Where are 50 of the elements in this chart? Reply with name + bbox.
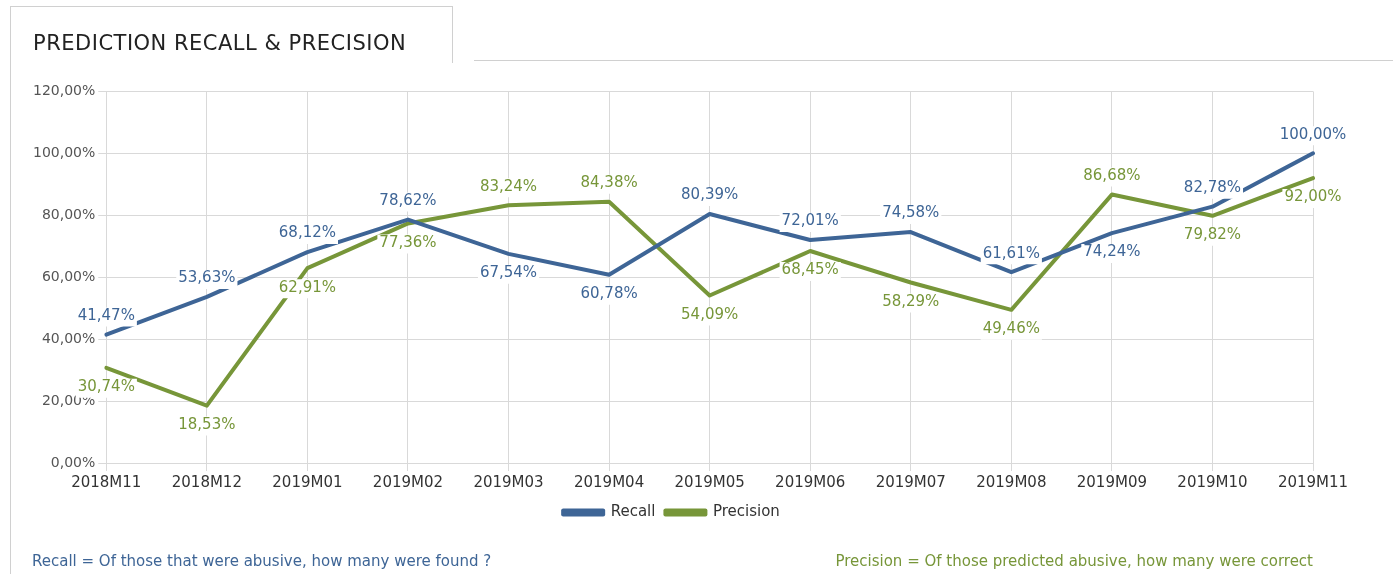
data-label: 100,00% xyxy=(1279,124,1347,143)
data-label: 41,47% xyxy=(77,305,135,324)
x-tick-label: 2019M01 xyxy=(272,472,343,491)
x-tick-label: 2018M11 xyxy=(71,472,142,491)
data-label: 54,09% xyxy=(681,304,739,323)
y-tick-label: 100,00% xyxy=(32,143,96,160)
text: Precision = Of those predicted abusive, how many were correct xyxy=(835,552,1313,570)
data-label: 92,00% xyxy=(1284,187,1342,206)
x-tick-label: 2019M09 xyxy=(1076,472,1147,491)
data-label: 78,62% xyxy=(379,190,437,209)
x-tick-label: 2019M02 xyxy=(372,472,444,491)
text: Recall = Of those that were abusive, how many were found ? xyxy=(32,552,492,570)
y-tick-label: 0,00% xyxy=(50,453,96,470)
data-label: 49,46% xyxy=(982,319,1040,338)
x-tick-label: 2019M04 xyxy=(573,472,645,491)
legend-label: Precision xyxy=(712,502,780,521)
data-label: 86,68% xyxy=(1083,165,1141,184)
y-tick-label: 80,00% xyxy=(41,205,96,222)
data-label: 53,63% xyxy=(178,268,236,287)
data-label: 77,36% xyxy=(379,232,437,251)
data-label: 68,12% xyxy=(278,223,337,242)
x-tick-label: 2019M06 xyxy=(775,472,846,491)
data-label: 60,78% xyxy=(580,284,638,303)
data-label: 61,61% xyxy=(982,243,1040,262)
data-label: 30,74% xyxy=(77,377,135,396)
data-label: 72,01% xyxy=(781,211,839,230)
data-label: 18,53% xyxy=(178,415,236,434)
data-label: 82,78% xyxy=(1183,178,1242,197)
x-tick-label: 2019M08 xyxy=(976,472,1047,491)
data-label: 62,91% xyxy=(278,277,337,296)
x-tick-label: 2019M11 xyxy=(1277,472,1349,491)
data-label: 83,24% xyxy=(479,176,538,195)
data-label: 74,24% xyxy=(1083,242,1141,261)
data-label: 84,38% xyxy=(580,173,638,192)
data-label: 68,45% xyxy=(781,260,839,279)
x-tick-label: 2019M03 xyxy=(473,472,544,491)
y-tick-label: 60,00% xyxy=(41,267,96,284)
y-tick-label: 120,00% xyxy=(32,82,96,99)
x-tick-label: 2019M10 xyxy=(1177,472,1248,491)
data-label: 74,58% xyxy=(882,203,940,222)
x-tick-label: 2019M05 xyxy=(674,472,745,491)
data-label: 80,39% xyxy=(681,185,739,204)
x-tick-label: 2018M12 xyxy=(171,472,242,491)
x-tick-label: 2019M07 xyxy=(875,472,946,491)
data-label: 58,29% xyxy=(882,291,940,310)
data-label: 79,82% xyxy=(1183,225,1242,244)
chart-title: PREDICTION RECALL & PRECISION xyxy=(10,6,454,63)
y-tick-label: 40,00% xyxy=(41,329,96,346)
data-label: 67,54% xyxy=(479,263,538,282)
legend-label: Recall xyxy=(610,502,656,521)
